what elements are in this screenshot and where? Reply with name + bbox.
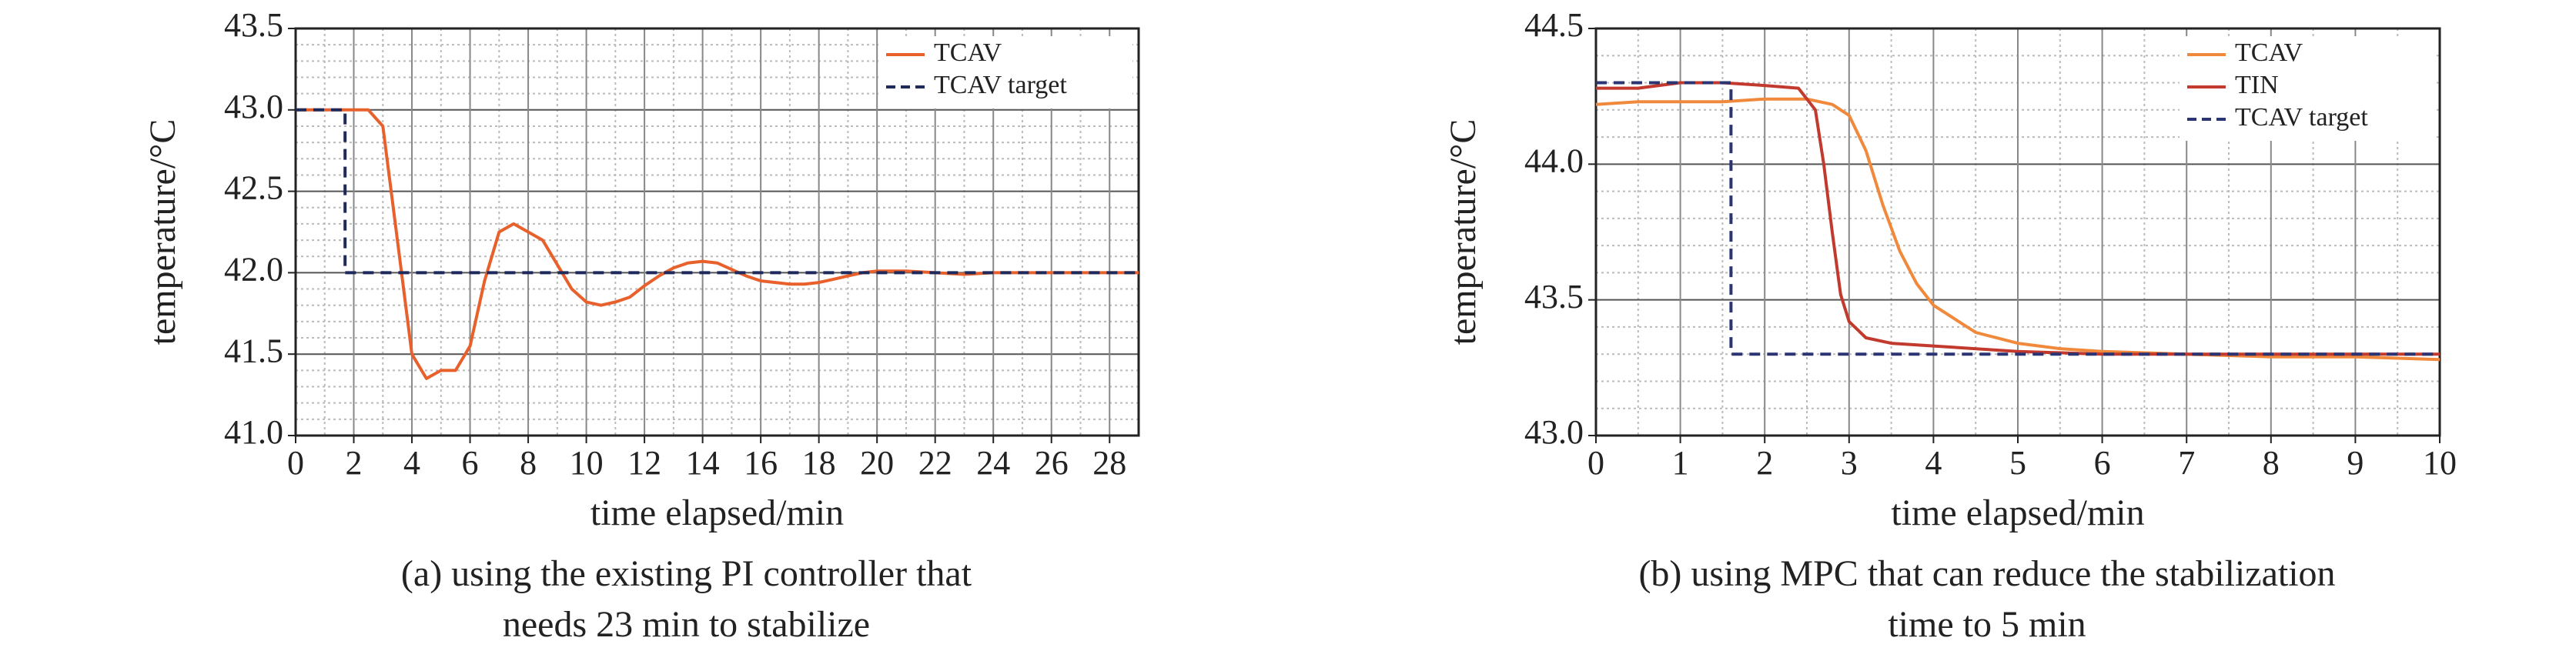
y-tick-label: 44.0 (1524, 142, 1584, 179)
x-tick-label: 10 (2423, 444, 2457, 482)
x-axis-label: time elapsed/min (1891, 492, 2144, 533)
x-tick-label: 3 (1841, 444, 1858, 482)
caption: (a) using the existing PI controller tha… (401, 553, 972, 594)
caption: time to 5 min (1888, 604, 2086, 645)
caption: (b) using MPC that can reduce the stabil… (1638, 553, 2335, 594)
y-tick-label: 43.0 (224, 88, 283, 125)
line-series (1596, 81, 2440, 356)
caption: needs 23 min to stabilize (503, 604, 870, 645)
legend-label: TCAV target (2235, 103, 2368, 132)
y-tick-label: 41.5 (224, 332, 283, 369)
x-tick-label: 6 (2094, 444, 2111, 482)
x-tick-label: 4 (1925, 444, 1942, 482)
line-series (296, 108, 1139, 380)
legend-label: TCAV (2235, 38, 2303, 67)
legend-label: TIN (2235, 71, 2279, 99)
y-axis-label: temperature/°C (142, 119, 183, 346)
x-tick-label: 0 (1587, 444, 1604, 482)
x-tick-label: 2 (346, 444, 363, 482)
y-axis-label: temperature/°C (1443, 119, 1484, 346)
x-tick-label: 28 (1092, 444, 1126, 482)
x-tick-label: 20 (860, 444, 894, 482)
x-tick-label: 0 (287, 444, 304, 482)
x-tick-label: 10 (570, 444, 604, 482)
x-tick-label: 12 (627, 444, 661, 482)
legend-box (878, 36, 1132, 108)
y-tick-label: 42.0 (224, 250, 283, 288)
x-tick-label: 22 (918, 444, 952, 482)
y-tick-label: 44.5 (1524, 6, 1584, 44)
y-tick-label: 42.5 (224, 169, 283, 207)
x-tick-label: 4 (403, 444, 420, 482)
x-tick-label: 8 (520, 444, 537, 482)
x-tick-label: 24 (976, 444, 1010, 482)
y-tick-label: 41.0 (224, 413, 283, 451)
x-tick-label: 14 (686, 444, 720, 482)
x-axis-label: time elapsed/min (590, 492, 844, 533)
x-tick-label: 9 (2347, 444, 2364, 482)
y-tick-label: 43.5 (224, 6, 283, 44)
x-tick-label: 5 (2009, 444, 2026, 482)
y-tick-label: 43.5 (1524, 278, 1584, 315)
plot-frame (1594, 27, 2441, 437)
x-tick-label: 8 (2263, 444, 2280, 482)
x-tick-label: 7 (2178, 444, 2195, 482)
line-series (296, 108, 1139, 275)
x-tick-label: 6 (462, 444, 479, 482)
legend-label: TCAV target (934, 71, 1067, 99)
plot-frame (294, 27, 1140, 437)
y-tick-label: 43.0 (1524, 413, 1584, 451)
x-tick-label: 26 (1035, 444, 1069, 482)
x-tick-label: 1 (1672, 444, 1689, 482)
x-tick-label: 2 (1756, 444, 1773, 482)
x-tick-label: 16 (744, 444, 778, 482)
legend-label: TCAV (934, 38, 1002, 67)
x-tick-label: 18 (802, 444, 836, 482)
